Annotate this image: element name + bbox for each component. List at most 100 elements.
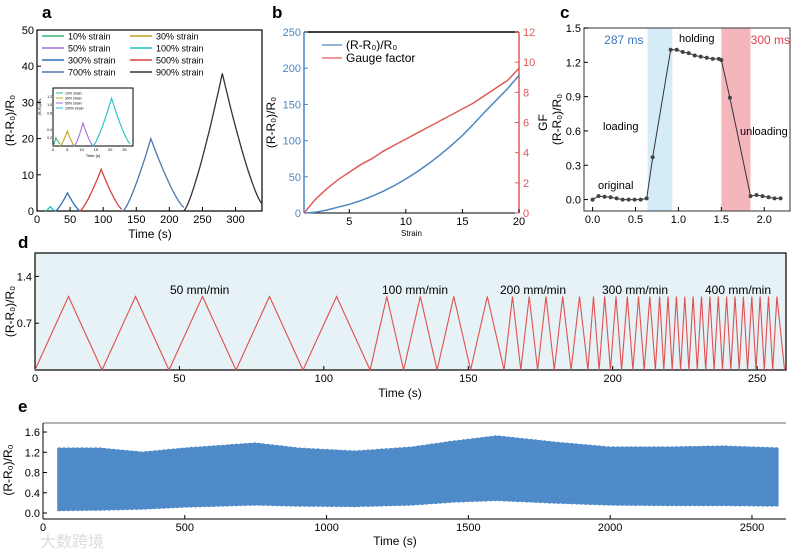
- x-tick-label: 500: [176, 522, 194, 534]
- y-tick-label: 0.0: [25, 508, 40, 520]
- series-line-900strain: [183, 73, 263, 212]
- legend-label: 500% strain: [156, 56, 204, 66]
- x-tick-label: 50: [64, 214, 76, 226]
- panel-b: 5 10 15 20050100150200250024681012(R-R₀)/R₀…: [264, 27, 550, 238]
- y-tick-label: 6: [523, 118, 529, 130]
- series-line-100strain: [45, 205, 56, 212]
- data-point: [719, 58, 724, 63]
- series-line-700strain: [122, 136, 185, 212]
- legend-label: 700% strain: [68, 68, 116, 78]
- data-point: [772, 196, 777, 201]
- legend-label: Gauge factor: [346, 51, 415, 65]
- y-axis-label: (R-R₀)/R₀: [550, 94, 564, 145]
- legend-label: 100% strain: [156, 44, 204, 54]
- x-tick-label: 2.0: [757, 214, 772, 226]
- x-tick-label: 1.0: [671, 214, 686, 226]
- inset-series-line: [52, 136, 61, 147]
- x-axis-label: Strain: [401, 229, 422, 238]
- inset-x-tick-label: 15: [94, 147, 99, 152]
- y-tick-label: 50: [289, 172, 301, 184]
- y-tick-label: 0.3: [566, 160, 581, 172]
- y-tick-label: 1.4: [17, 271, 32, 283]
- legend-label: (R-R₀)/R₀: [346, 38, 397, 52]
- speed-label: 50 mm/min: [170, 283, 229, 297]
- x-tick-label: 200: [160, 214, 178, 226]
- panel-label-a: a: [42, 3, 52, 22]
- y-tick-label: 2: [523, 178, 529, 190]
- y-tick-label: 40: [22, 61, 34, 73]
- y-axis-label: (R-R₀)/R₀: [1, 444, 15, 495]
- inset-x-tick-label: 20: [108, 147, 113, 152]
- x-tick-label: 10: [400, 216, 412, 228]
- inset-y-tick-label: 0.2: [47, 136, 52, 140]
- x-tick-label: 1000: [314, 522, 338, 534]
- y-tick-label: 10: [523, 57, 535, 69]
- y-tick-label: 100: [283, 136, 301, 148]
- inset-x-tick-label: 5: [66, 147, 69, 152]
- x-tick-label: 200: [604, 373, 622, 385]
- data-point: [668, 47, 673, 52]
- data-point: [754, 192, 759, 197]
- data-point: [710, 56, 715, 61]
- y-tick-label: 8: [523, 87, 529, 99]
- legend-label: 30% strain: [156, 32, 199, 42]
- data-point: [686, 51, 691, 56]
- x-tick-label: 0: [34, 214, 40, 226]
- inset-y-tick-label: 1.2: [47, 95, 52, 99]
- y-tick-label: 1.2: [566, 57, 581, 69]
- x-tick-label: 2000: [598, 522, 622, 534]
- speed-label: 300 mm/min: [602, 283, 668, 297]
- inset-x-tick-label: 0: [52, 147, 55, 152]
- band-label: 287 ms: [604, 33, 643, 47]
- data-point: [760, 194, 765, 199]
- inset-series-line: [59, 129, 75, 147]
- x-tick-label: 2500: [740, 522, 764, 534]
- inset-series-line: [92, 96, 131, 147]
- data-point: [626, 197, 631, 202]
- y-tick-label: 12: [523, 27, 535, 39]
- x-tick-label: 0: [40, 522, 46, 534]
- y-tick-label: 0: [523, 208, 529, 220]
- x-tick-label: 250: [748, 373, 766, 385]
- x-tick-label: 5: [346, 216, 352, 228]
- data-point: [614, 196, 619, 201]
- data-point: [727, 95, 732, 100]
- y-tick-label: 200: [283, 63, 301, 75]
- x-tick-label: 20: [513, 216, 525, 228]
- inset-x-axis-label: Time (s): [86, 153, 101, 158]
- x-axis-label: Time (s): [378, 386, 422, 400]
- y-tick-label: 0.6: [566, 126, 581, 138]
- series-line-300strain: [55, 191, 81, 212]
- y-tick-label: 20: [22, 134, 34, 146]
- y-tick-label: 0.4: [25, 488, 40, 500]
- panel-label-e: e: [18, 397, 27, 416]
- panel-c: 0.0 0.5 1.0 1.5 2.0 0.0 0.3 0.6 0.9 1.2 1.5 (R-R₀)/…: [550, 23, 791, 226]
- legend-label: 50% strain: [68, 44, 111, 54]
- panel-a: 0 50 100 150 200 250 30001020304050(R-R₀)/R₀Ti…: [3, 25, 263, 241]
- y-tick-label: 0.7: [17, 318, 32, 330]
- panel-label-c: c: [560, 3, 569, 22]
- data-point: [692, 53, 697, 58]
- x-tick-label: 15: [456, 216, 468, 228]
- y-tick-label: 150: [283, 99, 301, 111]
- inset-frame: [52, 87, 134, 147]
- data-point: [596, 194, 601, 199]
- y-tick-label: 4: [523, 148, 529, 160]
- x-tick-label: 0: [32, 373, 38, 385]
- x-tick-label: 100: [315, 373, 333, 385]
- plot-frame: [36, 29, 263, 212]
- x-axis-label: Time (s): [128, 227, 172, 241]
- y-tick-label: 0: [295, 208, 301, 220]
- y-tick-label: 1.5: [566, 23, 581, 35]
- plot-frame: [583, 27, 791, 212]
- inset-y-tick-label: 0.4: [47, 128, 52, 132]
- data-point: [644, 196, 649, 201]
- y-tick-label: 0.0: [566, 195, 581, 207]
- annotation: holding: [679, 33, 714, 45]
- legend-label: 900% strain: [156, 68, 204, 78]
- x-tick-label: 100: [94, 214, 112, 226]
- data-point: [680, 50, 685, 55]
- data-point: [650, 155, 655, 160]
- annotation: loading: [603, 121, 638, 133]
- x-tick-label: 150: [459, 373, 477, 385]
